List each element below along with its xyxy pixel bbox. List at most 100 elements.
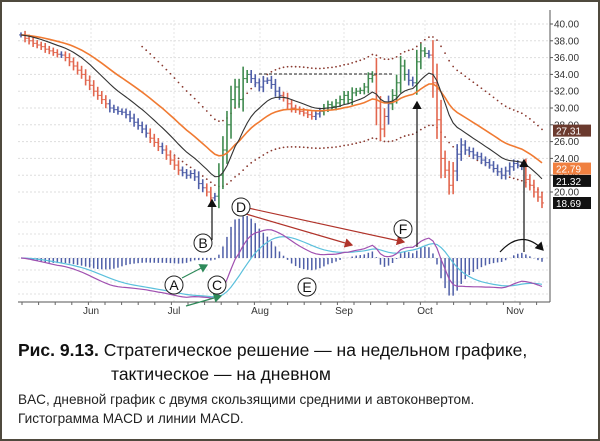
lower-envelope-dot bbox=[310, 147, 313, 149]
lower-envelope-dot bbox=[302, 146, 305, 149]
annotation-label-e: E bbox=[302, 279, 311, 295]
upper-envelope-dot bbox=[375, 54, 378, 57]
lower-envelope-dot bbox=[189, 166, 192, 169]
upper-envelope-dot bbox=[343, 63, 346, 66]
upper-envelope-dot bbox=[464, 75, 467, 78]
upper-envelope-dot bbox=[205, 110, 208, 112]
upper-envelope-dot bbox=[460, 72, 463, 75]
lower-envelope-dot bbox=[258, 156, 261, 159]
upper-envelope-dot bbox=[298, 65, 301, 68]
lower-envelope-dot bbox=[286, 146, 289, 148]
upper-envelope-dot bbox=[197, 101, 200, 104]
lower-envelope-dot bbox=[278, 147, 281, 150]
y-tick-label: 34.00 bbox=[554, 70, 579, 81]
lower-envelope-dot bbox=[423, 126, 426, 129]
annotation-circle-a bbox=[164, 275, 184, 295]
upper-envelope-dot bbox=[294, 65, 297, 68]
lower-envelope-dot bbox=[339, 145, 341, 148]
caption-title-line2: тактическое — на дневном bbox=[111, 364, 331, 384]
upper-envelope-dot bbox=[335, 65, 337, 68]
upper-envelope-dot bbox=[339, 65, 341, 67]
upper-envelope-dot bbox=[512, 109, 515, 111]
upper-envelope-dot bbox=[278, 67, 281, 70]
lower-envelope-dot bbox=[177, 157, 180, 160]
lower-envelope-dot bbox=[266, 151, 269, 154]
bac-daily-chart: 40.0038.0036.0034.0032.0030.0028.0026.00… bbox=[18, 10, 591, 317]
upper-envelope-dot bbox=[500, 102, 503, 105]
lower-envelope-dot bbox=[432, 124, 434, 127]
lower-envelope-dot bbox=[314, 147, 317, 150]
upper-envelope-dot bbox=[399, 52, 402, 55]
caption-description-line1: BAC, дневной график с двумя скользящими … bbox=[18, 392, 475, 407]
last-value-tag-fast-ema: 21.32 bbox=[556, 177, 581, 188]
upper-envelope-dot bbox=[310, 67, 313, 70]
lower-envelope-dot bbox=[254, 159, 257, 161]
lower-envelope-dot bbox=[383, 140, 386, 143]
upper-envelope-dot bbox=[415, 45, 418, 48]
lower-envelope-dot bbox=[516, 178, 519, 181]
lower-envelope-dot bbox=[355, 142, 358, 145]
lower-envelope-dot bbox=[375, 137, 378, 140]
macd-signal-line bbox=[20, 236, 543, 298]
lower-envelope-dot bbox=[290, 145, 293, 148]
last-value-tag-slow-ema: 22.79 bbox=[556, 165, 581, 176]
lower-envelope-dot bbox=[270, 149, 273, 152]
lower-envelope-dot bbox=[508, 176, 511, 179]
upper-envelope-dot bbox=[367, 55, 370, 58]
y-tick-label: 36.00 bbox=[554, 53, 579, 64]
lower-envelope-dot bbox=[444, 136, 446, 138]
upper-envelope-dot bbox=[169, 72, 172, 75]
upper-envelope-dot bbox=[173, 77, 176, 79]
upper-envelope-dot bbox=[318, 67, 321, 70]
upper-envelope-dot bbox=[456, 69, 459, 72]
upper-envelope-dot bbox=[395, 55, 398, 58]
curved-arrow bbox=[499, 238, 544, 253]
upper-envelope-dot bbox=[302, 66, 305, 69]
upper-envelope-dot bbox=[286, 65, 289, 68]
upper-envelope-dot bbox=[541, 128, 543, 131]
lower-envelope-dot bbox=[512, 177, 515, 180]
upper-envelope-dot bbox=[440, 45, 442, 48]
upper-envelope-dot bbox=[149, 53, 152, 55]
x-tick-label-jun: Jun bbox=[83, 306, 99, 317]
lower-envelope-dot bbox=[399, 136, 402, 139]
annotation-circle-e bbox=[297, 277, 317, 297]
upper-envelope-dot bbox=[355, 60, 358, 63]
lower-envelope-dot bbox=[331, 146, 333, 149]
upper-envelope-dot bbox=[432, 36, 434, 38]
upper-envelope-dot bbox=[185, 90, 188, 92]
upper-envelope-dot bbox=[436, 39, 438, 41]
upper-envelope-dot bbox=[528, 117, 531, 120]
upper-envelope-dot bbox=[222, 119, 224, 122]
lower-envelope-dot bbox=[343, 144, 346, 147]
lower-envelope-dot bbox=[230, 179, 232, 182]
lower-envelope-dot bbox=[274, 148, 277, 151]
lower-envelope-dot bbox=[387, 140, 390, 143]
lower-envelope-dot bbox=[201, 175, 204, 177]
lower-envelope-dot bbox=[351, 143, 354, 146]
lower-envelope-dot bbox=[323, 147, 325, 149]
upper-envelope-dot bbox=[141, 45, 144, 48]
upper-envelope-dot bbox=[484, 90, 487, 93]
upper-envelope-dot bbox=[189, 93, 192, 96]
upper-envelope-dot bbox=[209, 114, 212, 117]
upper-envelope-dot bbox=[177, 81, 180, 84]
upper-envelope-dot bbox=[290, 65, 293, 68]
lower-envelope-dot bbox=[468, 155, 471, 157]
upper-envelope-dot bbox=[363, 57, 366, 60]
annotation-circle-c bbox=[207, 275, 227, 295]
upper-envelope-dot bbox=[351, 61, 354, 64]
annotation-circle-f bbox=[393, 219, 413, 239]
upper-envelope-dot bbox=[423, 38, 426, 41]
upper-envelope-dot bbox=[472, 81, 475, 84]
annotation-circle-d bbox=[231, 197, 251, 217]
lower-envelope-dot bbox=[209, 181, 212, 184]
annotation-circle-b bbox=[193, 233, 213, 253]
upper-envelope-dot bbox=[379, 56, 382, 59]
caption-description-line2: Гистограмма MACD и линии MACD. bbox=[18, 411, 244, 426]
upper-envelope-dot bbox=[323, 67, 325, 70]
lower-envelope-dot bbox=[407, 134, 410, 136]
upper-envelope-dot bbox=[407, 49, 410, 52]
x-tick-label-jul: Jul bbox=[168, 306, 181, 317]
upper-envelope-dot bbox=[359, 59, 362, 62]
